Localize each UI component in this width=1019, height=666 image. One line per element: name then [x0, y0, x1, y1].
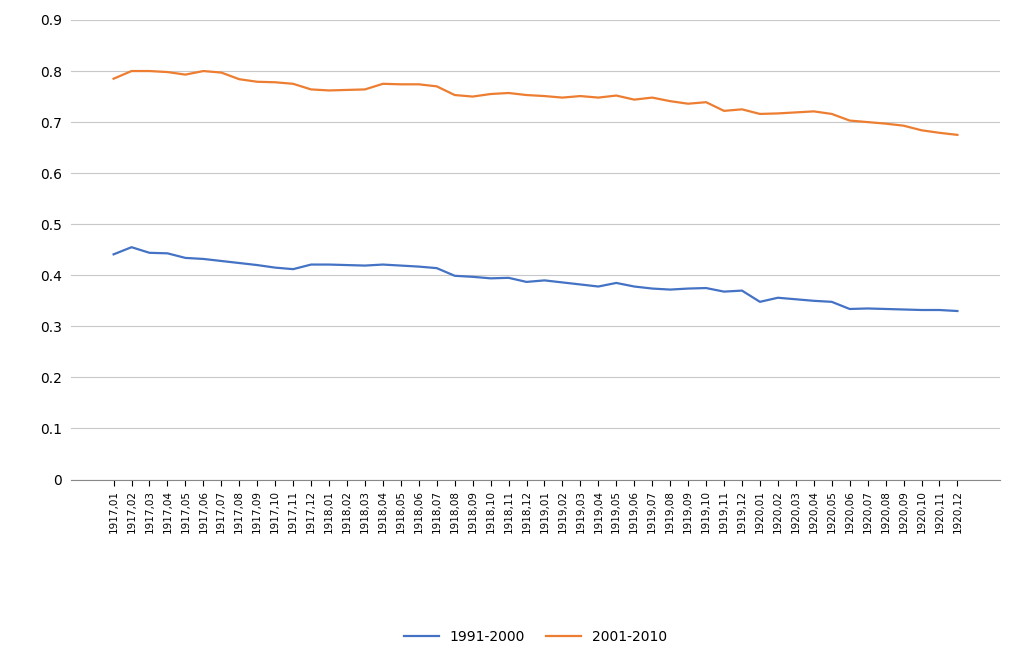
2001-2010 [179, 71, 192, 79]
2001-2010 [107, 75, 119, 83]
1991-2000 [269, 264, 281, 272]
2001-2010 [466, 93, 478, 101]
2001-2010 [789, 109, 801, 117]
1991-2000 [592, 282, 604, 290]
1991-2000 [861, 304, 873, 312]
2001-2010 [215, 69, 227, 77]
2001-2010 [484, 90, 496, 98]
1991-2000 [771, 294, 784, 302]
1991-2000 [824, 298, 837, 306]
2001-2010 [144, 67, 156, 75]
2001-2010 [592, 94, 604, 102]
2001-2010 [628, 96, 640, 104]
2001-2010 [932, 129, 945, 137]
1991-2000 [699, 284, 711, 292]
2001-2010 [305, 85, 317, 93]
1991-2000 [932, 306, 945, 314]
2001-2010 [538, 92, 550, 100]
2001-2010 [251, 78, 263, 86]
2001-2010 [430, 83, 442, 91]
2001-2010 [843, 117, 855, 125]
1991-2000 [179, 254, 192, 262]
1991-2000 [340, 261, 353, 269]
2001-2010 [269, 79, 281, 87]
2001-2010 [502, 89, 515, 97]
1991-2000 [251, 261, 263, 269]
1991-2000 [878, 305, 891, 313]
1991-2000 [197, 255, 209, 263]
1991-2000 [305, 260, 317, 268]
2001-2010 [520, 91, 532, 99]
1991-2000 [394, 262, 407, 270]
2001-2010 [914, 127, 926, 135]
Line: 1991-2000: 1991-2000 [113, 247, 957, 311]
1991-2000 [430, 264, 442, 272]
2001-2010 [861, 118, 873, 126]
Line: 2001-2010: 2001-2010 [113, 71, 957, 135]
1991-2000 [215, 257, 227, 265]
1991-2000 [789, 295, 801, 303]
2001-2010 [717, 107, 730, 115]
1991-2000 [682, 284, 694, 292]
1991-2000 [448, 272, 461, 280]
2001-2010 [413, 81, 425, 89]
2001-2010 [323, 87, 335, 95]
1991-2000 [484, 274, 496, 282]
2001-2010 [951, 131, 963, 139]
1991-2000 [951, 307, 963, 315]
2001-2010 [448, 91, 461, 99]
1991-2000 [466, 273, 478, 281]
1991-2000 [717, 288, 730, 296]
1991-2000 [538, 276, 550, 284]
2001-2010 [878, 120, 891, 128]
1991-2000 [914, 306, 926, 314]
2001-2010 [376, 80, 388, 88]
2001-2010 [645, 94, 657, 102]
2001-2010 [897, 122, 909, 130]
1991-2000 [574, 280, 586, 288]
1991-2000 [609, 279, 622, 287]
2001-2010 [394, 81, 407, 89]
1991-2000 [555, 278, 568, 286]
1991-2000 [323, 260, 335, 268]
2001-2010 [359, 85, 371, 93]
1991-2000 [286, 265, 299, 273]
2001-2010 [699, 98, 711, 106]
1991-2000 [645, 284, 657, 292]
2001-2010 [340, 86, 353, 94]
1991-2000 [413, 262, 425, 270]
1991-2000 [897, 306, 909, 314]
2001-2010 [663, 97, 676, 105]
1991-2000 [376, 260, 388, 268]
1991-2000 [663, 286, 676, 294]
1991-2000 [628, 282, 640, 290]
1991-2000 [502, 274, 515, 282]
1991-2000 [144, 249, 156, 257]
1991-2000 [107, 250, 119, 258]
2001-2010 [753, 110, 765, 118]
2001-2010 [682, 100, 694, 108]
2001-2010 [125, 67, 138, 75]
2001-2010 [609, 91, 622, 99]
2001-2010 [807, 107, 819, 115]
2001-2010 [824, 110, 837, 118]
2001-2010 [771, 109, 784, 117]
2001-2010 [555, 94, 568, 102]
1991-2000 [161, 249, 173, 257]
1991-2000 [807, 297, 819, 305]
1991-2000 [753, 298, 765, 306]
2001-2010 [233, 75, 246, 83]
1991-2000 [125, 243, 138, 251]
2001-2010 [574, 92, 586, 100]
1991-2000 [359, 262, 371, 270]
1991-2000 [233, 259, 246, 267]
1991-2000 [843, 305, 855, 313]
1991-2000 [735, 286, 747, 294]
2001-2010 [735, 105, 747, 113]
Legend: 1991-2000, 2001-2010: 1991-2000, 2001-2010 [398, 624, 672, 649]
2001-2010 [197, 67, 209, 75]
2001-2010 [161, 68, 173, 76]
1991-2000 [520, 278, 532, 286]
2001-2010 [286, 80, 299, 88]
